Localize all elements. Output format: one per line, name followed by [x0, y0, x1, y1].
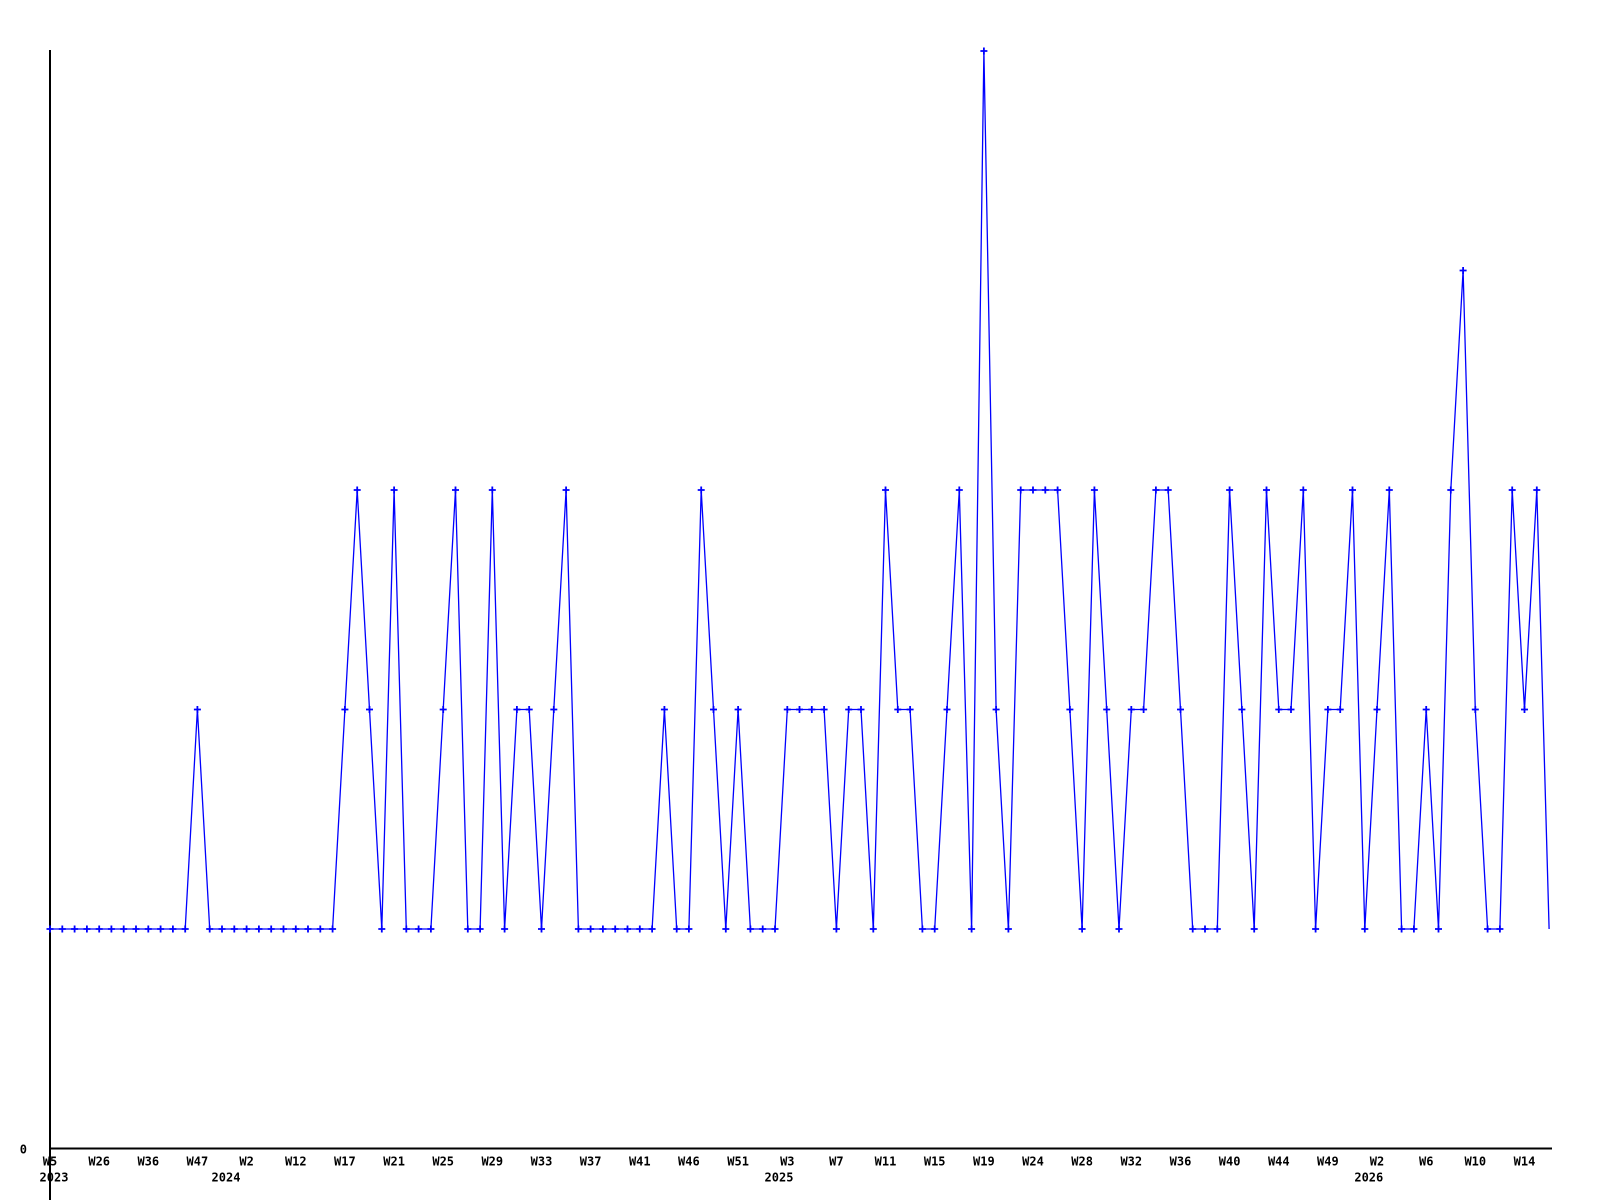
x-tick-label: W44	[1268, 1155, 1290, 1169]
x-tick-label: W33	[531, 1155, 553, 1169]
x-tick-label: W28	[1071, 1155, 1093, 1169]
year-label: 2025	[765, 1171, 794, 1185]
x-tick-label: W10	[1464, 1155, 1486, 1169]
x-tick-label: W41	[629, 1155, 651, 1169]
x-axis-year-labels: 2023 2024 2025 2026	[40, 1171, 1384, 1185]
x-tick-label: W36	[1170, 1155, 1192, 1169]
x-tick-label: W32	[1120, 1155, 1142, 1169]
x-tick-label: W11	[875, 1155, 897, 1169]
x-tick-label: W26	[88, 1155, 110, 1169]
x-tick-label: W17	[334, 1155, 356, 1169]
x-tick-label: W29	[481, 1155, 503, 1169]
x-tick-label: W12	[285, 1155, 307, 1169]
x-tick-label: W5	[43, 1155, 57, 1169]
x-tick-label: W49	[1317, 1155, 1339, 1169]
x-tick-label: W14	[1514, 1155, 1536, 1169]
x-tick-label: W25	[432, 1155, 454, 1169]
x-tick-label: W3	[780, 1155, 794, 1169]
x-tick-label: W19	[973, 1155, 995, 1169]
data-line	[50, 50, 1550, 930]
x-tick-label: W21	[383, 1155, 405, 1169]
x-tick-label: W46	[678, 1155, 700, 1169]
x-tick-label: W36	[137, 1155, 159, 1169]
x-tick-label: W51	[727, 1155, 749, 1169]
year-label: 2024	[212, 1171, 241, 1185]
year-label: 2026	[1354, 1171, 1383, 1185]
year-label: 2023	[40, 1171, 69, 1185]
data-point-markers	[46, 47, 1541, 933]
x-tick-label: W2	[1370, 1155, 1384, 1169]
x-tick-label: W7	[829, 1155, 843, 1169]
x-tick-label: W2	[239, 1155, 253, 1169]
x-tick-label: W47	[187, 1155, 209, 1169]
x-tick-label: W6	[1419, 1155, 1433, 1169]
x-tick-label: W40	[1219, 1155, 1241, 1169]
x-tick-label: W37	[580, 1155, 602, 1169]
y-axis-zero-label: 0	[20, 1143, 27, 1157]
x-tick-label: W24	[1022, 1155, 1044, 1169]
x-tick-label: W15	[924, 1155, 946, 1169]
x-axis-week-labels: W5 W26 W36 W47 W2 W12 W17 W21 W25 W29 W33 W37 W41 W46…	[43, 1155, 1536, 1169]
